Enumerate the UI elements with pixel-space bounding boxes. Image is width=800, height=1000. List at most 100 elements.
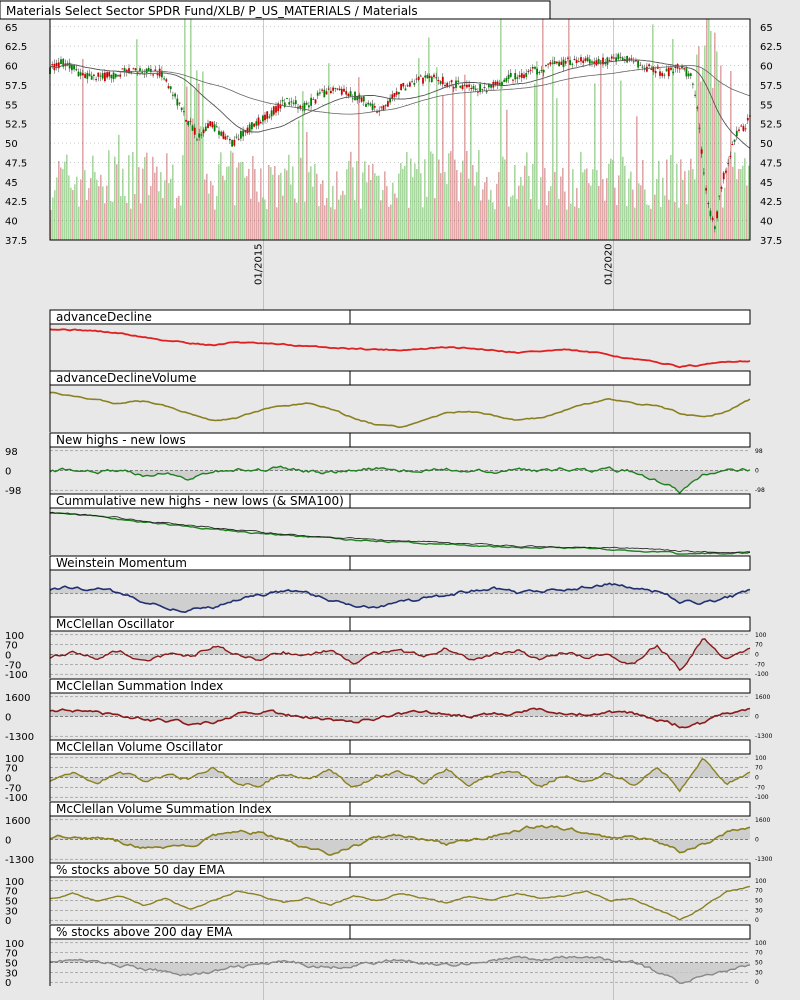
candle-body	[84, 74, 86, 78]
volume-bar	[418, 58, 420, 240]
volume-bar	[570, 203, 572, 240]
volume-bar	[132, 151, 134, 240]
volume-bar	[410, 158, 412, 240]
volume-bar	[338, 199, 340, 240]
volume-bar	[178, 195, 180, 240]
volume-bar	[168, 183, 170, 240]
candle-body	[99, 75, 102, 77]
volume-bar	[712, 87, 714, 241]
volume-bar	[448, 153, 450, 240]
volume-bar	[92, 155, 94, 240]
volume-bar	[578, 208, 580, 240]
volume-bar	[266, 209, 268, 240]
volume-bar	[724, 187, 726, 240]
candle-body	[564, 61, 567, 64]
volume-bar	[728, 156, 730, 240]
price-tick-right: 42.5	[760, 197, 782, 208]
volume-bar	[260, 168, 262, 240]
volume-bar	[268, 164, 270, 240]
volume-bar	[514, 165, 516, 240]
volume-bar	[694, 179, 696, 240]
candle-body	[323, 89, 326, 98]
volume-bar	[630, 171, 632, 240]
volume-bar	[678, 207, 680, 240]
volume-bar	[80, 179, 82, 240]
volume-bar	[440, 173, 442, 240]
panel-title: McClellan Summation Index	[56, 679, 223, 693]
candle-body	[650, 68, 653, 70]
candle-body	[729, 155, 732, 157]
volume-bar	[54, 190, 56, 240]
volume-bar	[426, 196, 428, 240]
date-label: 01/2015	[254, 243, 265, 285]
candle-body	[509, 73, 512, 77]
candle-body	[343, 88, 345, 92]
volume-bar	[372, 163, 374, 240]
panel-title: advanceDeclineVolume	[56, 371, 197, 385]
candle-body	[172, 94, 174, 96]
volume-bar	[548, 191, 550, 240]
volume-bar	[90, 178, 92, 240]
candle-body	[468, 84, 470, 87]
panel-tick-right: -98	[755, 487, 765, 494]
volume-bar	[416, 169, 418, 240]
volume-bar	[504, 159, 506, 240]
volume-bar	[716, 51, 718, 241]
candle-body	[630, 58, 633, 60]
volume-bar	[734, 152, 736, 240]
moving-average-line	[49, 59, 751, 149]
volume-bar	[50, 210, 52, 240]
volume-bar	[298, 120, 300, 240]
candle-body	[738, 129, 740, 131]
volume-bar	[710, 30, 712, 241]
volume-bar	[428, 37, 430, 241]
volume-bar	[232, 152, 234, 240]
panel-tick-left: 100	[5, 631, 24, 642]
volume-bar	[718, 80, 720, 240]
candle-body	[488, 84, 490, 88]
candle-body	[229, 139, 231, 141]
candle-body	[637, 60, 639, 68]
volume-bar	[154, 172, 156, 240]
volume-bar	[496, 183, 498, 240]
candle-body	[503, 79, 506, 83]
candle-body	[68, 62, 71, 69]
candle-body	[266, 111, 269, 119]
volume-bar	[588, 183, 590, 240]
panel-tick-left: 70	[5, 949, 18, 960]
volume-bar	[252, 156, 254, 240]
volume-bar	[442, 95, 444, 240]
candle-body	[496, 81, 499, 85]
candle-body	[744, 128, 747, 130]
candle-body	[104, 72, 106, 81]
panel-fill-area	[50, 708, 750, 728]
candle-body	[610, 56, 613, 59]
candle-body	[196, 139, 198, 141]
volume-bar	[742, 165, 744, 240]
volume-bar	[738, 168, 740, 240]
candle-body	[567, 57, 569, 59]
volume-bar	[202, 71, 204, 240]
volume-bar	[532, 163, 534, 240]
volume-bar	[656, 179, 658, 240]
candle-body	[308, 105, 310, 108]
volume-bar	[190, 19, 192, 240]
volume-bar	[534, 83, 536, 240]
candle-body	[661, 72, 664, 77]
volume-bar	[640, 185, 642, 240]
volume-bar	[208, 193, 210, 240]
main-title-box	[0, 0, 551, 20]
volume-bar	[398, 173, 400, 240]
candle-body	[512, 79, 514, 81]
price-tick-left: 45	[5, 178, 18, 189]
candle-body	[604, 62, 607, 65]
volume-bar	[320, 184, 322, 240]
volume-bar	[314, 163, 316, 240]
volume-bar	[432, 153, 434, 240]
candle-body	[459, 85, 462, 88]
volume-bar	[316, 173, 318, 240]
volume-bar	[148, 195, 150, 240]
candle-body	[617, 54, 620, 60]
candle-body	[507, 74, 510, 79]
volume-bar	[632, 189, 634, 240]
